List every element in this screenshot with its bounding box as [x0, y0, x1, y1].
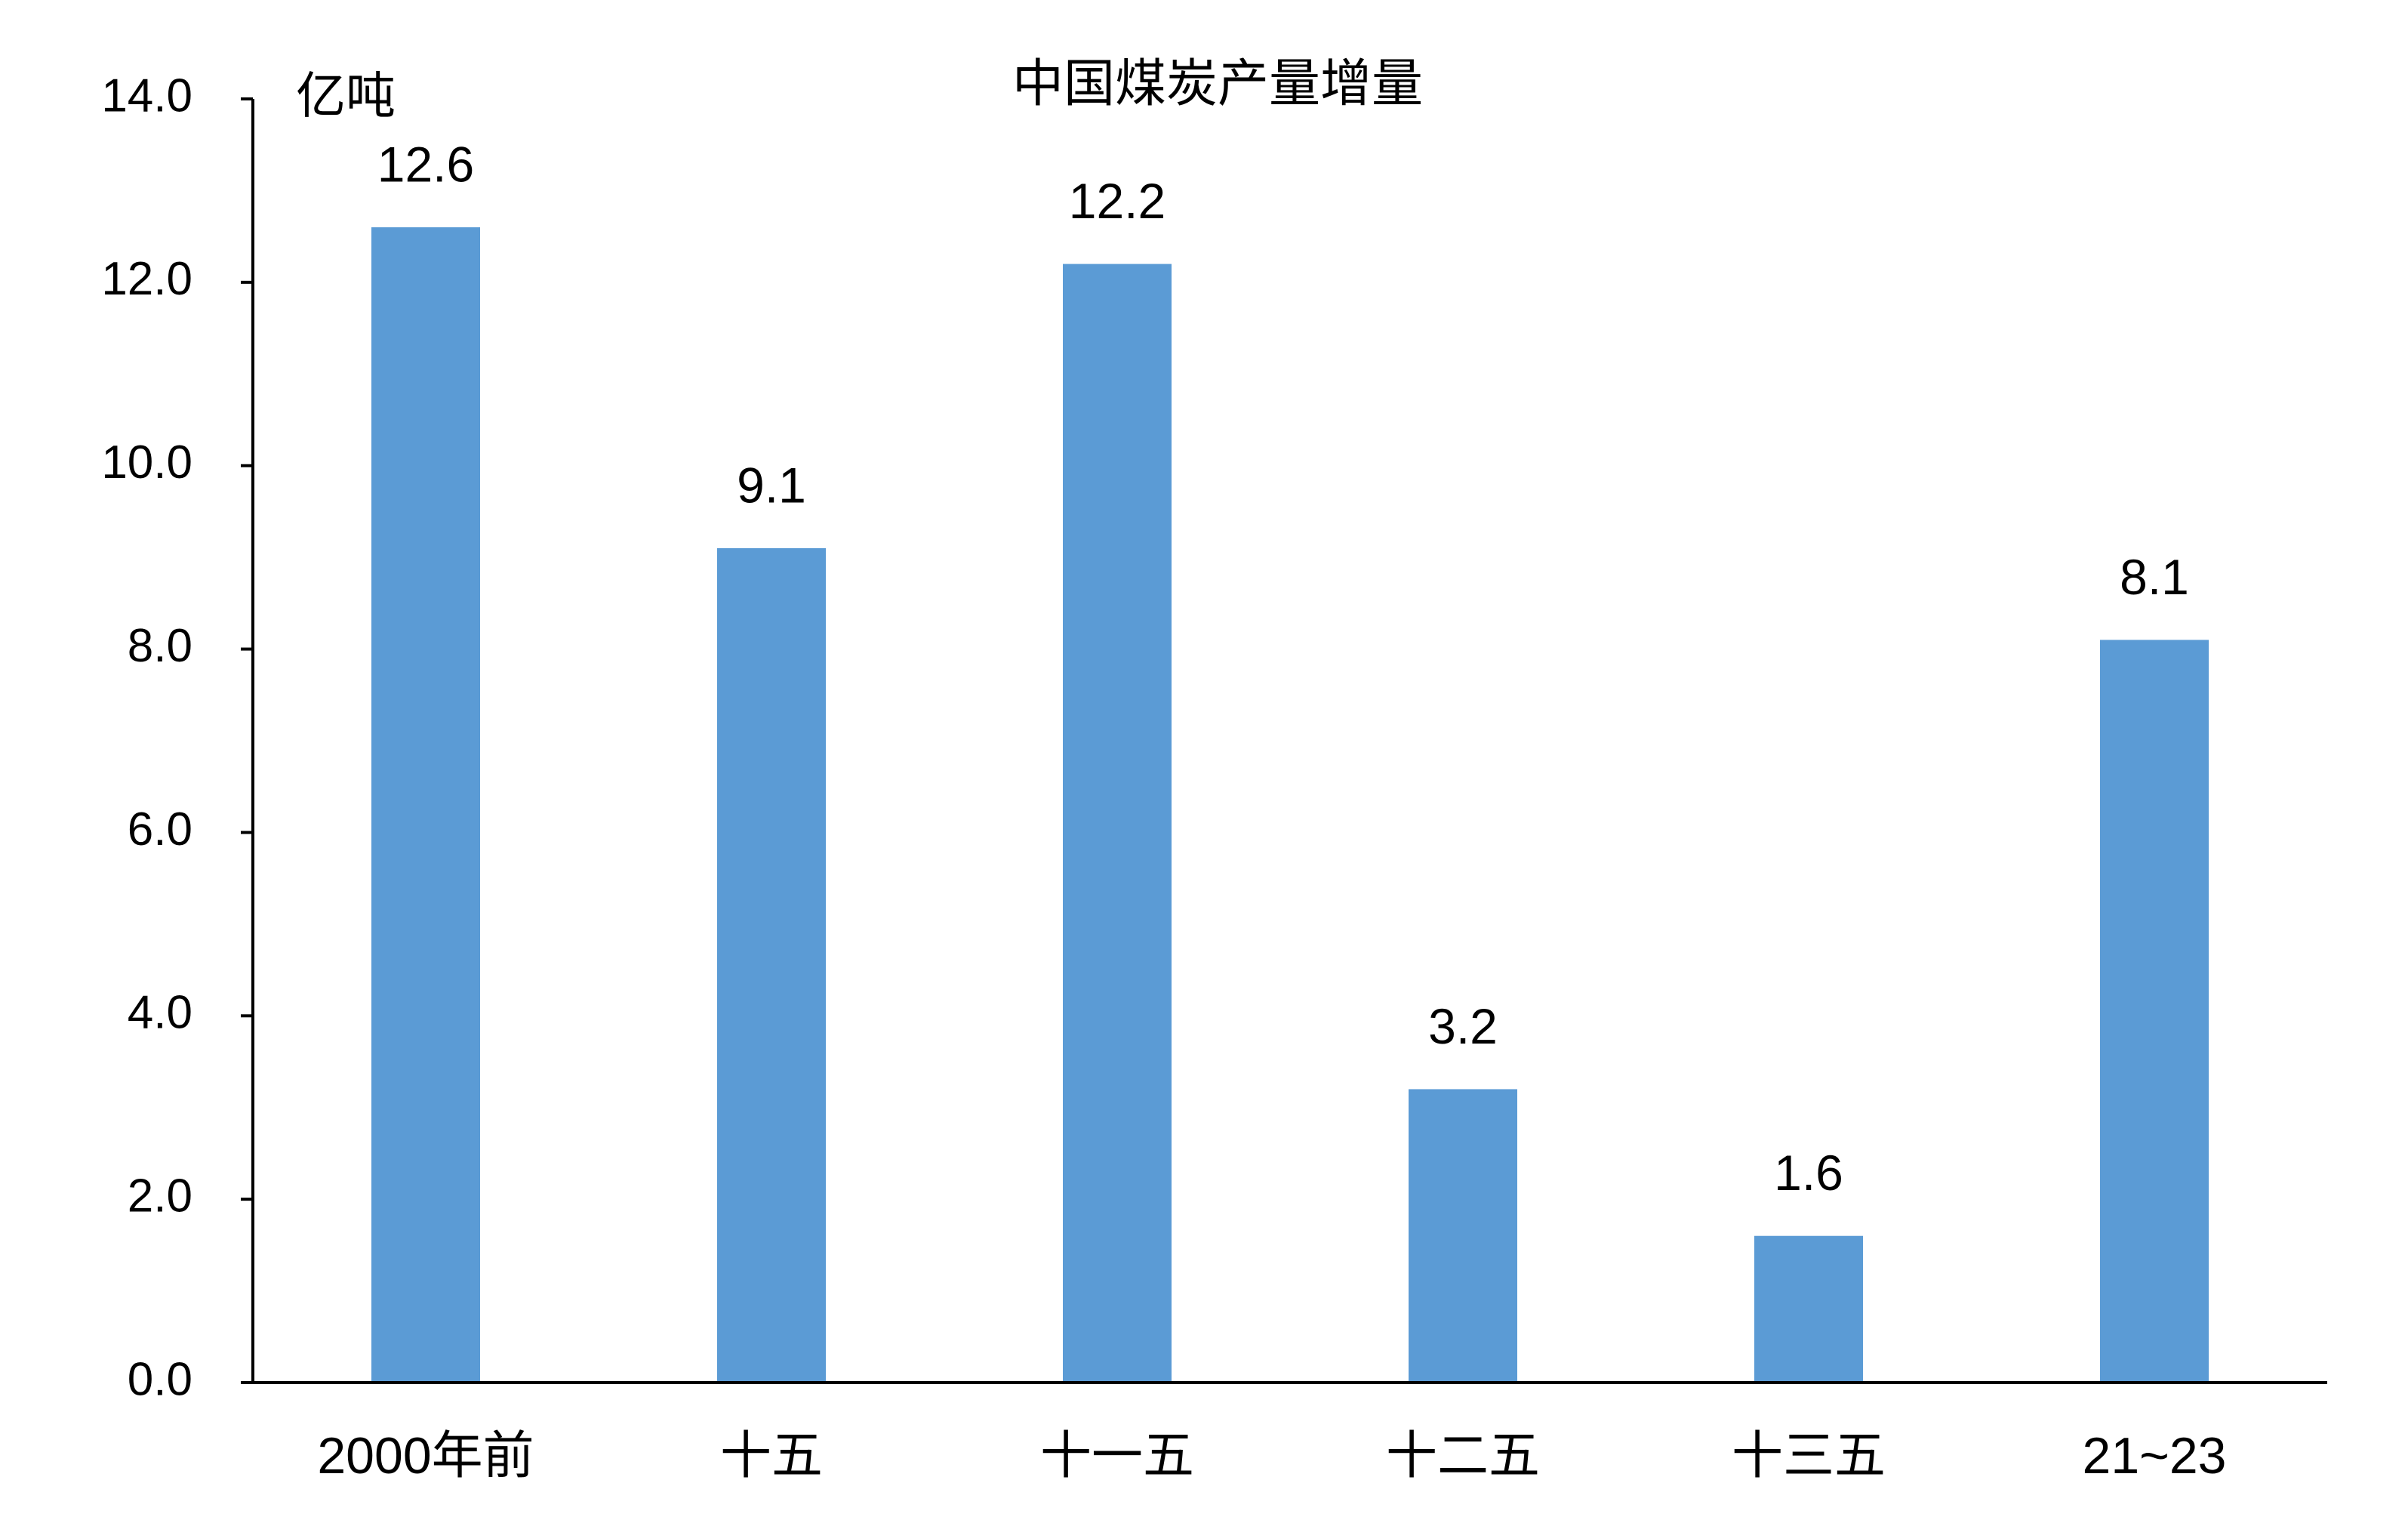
- x-tick-label: 十二五: [1386, 1427, 1540, 1485]
- data-label: 3.2: [1428, 998, 1498, 1054]
- chart-title: 中国煤炭产量增量: [1012, 55, 1423, 113]
- x-tick-label: 2000年前: [317, 1427, 534, 1485]
- bar: [2100, 640, 2209, 1383]
- data-label: 1.6: [1774, 1145, 1843, 1201]
- data-label: 9.1: [737, 457, 806, 513]
- y-tick-label: 14.0: [101, 69, 192, 122]
- y-tick-label: 12.0: [101, 253, 192, 305]
- bar: [371, 227, 480, 1383]
- bar: [1063, 264, 1172, 1383]
- y-unit: 亿吨: [296, 67, 396, 123]
- data-label: 8.1: [2120, 549, 2189, 605]
- x-tick-label: 21~23: [2083, 1427, 2227, 1485]
- x-tick-label: 十三五: [1732, 1427, 1886, 1485]
- y-tick-label: 6.0: [128, 803, 192, 856]
- y-tick-label: 8.0: [128, 620, 192, 672]
- y-tick-label: 2.0: [128, 1170, 192, 1223]
- bar: [1409, 1089, 1517, 1383]
- y-tick-label: 10.0: [101, 436, 192, 489]
- y-tick-label: 4.0: [128, 987, 192, 1039]
- data-label: 12.2: [1069, 173, 1166, 229]
- y-tick-label: 0.0: [128, 1353, 192, 1405]
- bar: [717, 548, 826, 1383]
- x-tick-label: 十五: [720, 1427, 823, 1485]
- x-tick-label: 十一五: [1040, 1427, 1194, 1485]
- bar: [1754, 1235, 1863, 1383]
- data-label: 12.6: [377, 136, 474, 192]
